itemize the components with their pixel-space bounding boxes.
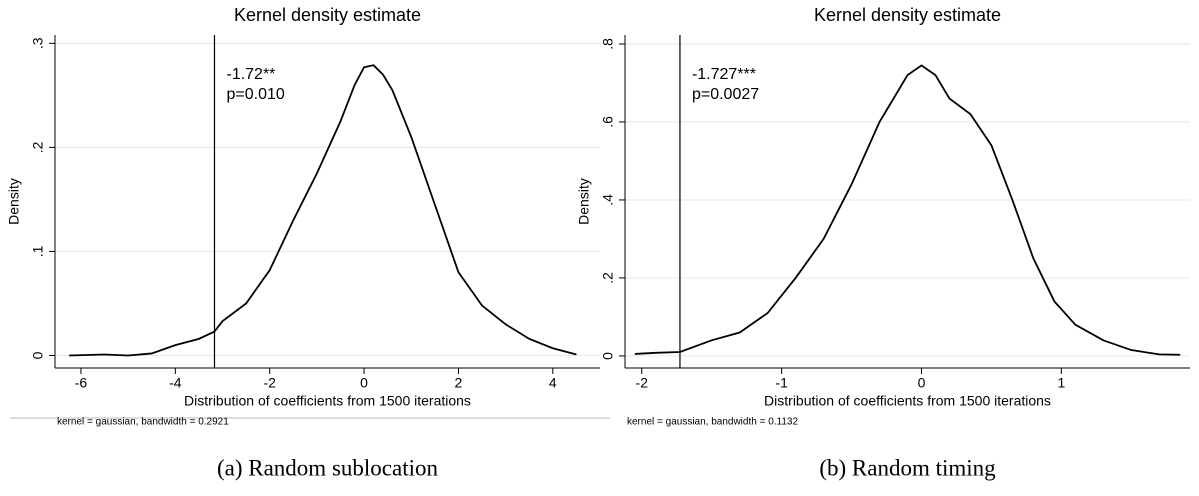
x-tick-label: 2 [455,375,463,391]
caption: (a) Random sublocation [217,455,439,480]
y-tick-label: .1 [30,245,46,257]
y-tick-label: .2 [30,141,46,153]
x-tick-label: 4 [549,375,557,391]
x-tick-label: 1 [1057,375,1065,391]
x-tick-label: -2 [636,375,649,391]
x-tick-label: -4 [169,375,182,391]
annotation: -1.72** [226,66,275,83]
annotation: -1.727*** [692,66,756,83]
y-axis-title: Density [6,178,22,225]
y-tick-label: .6 [600,116,616,128]
x-tick-label: -6 [75,375,88,391]
x-tick-label: 0 [918,375,926,391]
annotation: p=0.0027 [692,86,759,103]
y-tick-label: 0 [30,351,46,359]
y-tick-label: .8 [600,38,616,50]
x-axis-title: Distribution of coefficients from 1500 i… [184,393,471,409]
chart-title: Kernel density estimate [234,5,421,25]
y-tick-label: 0 [600,352,616,360]
x-tick-label: 0 [360,375,368,391]
note: kernel = gaussian, bandwidth = 0.2921 [57,417,229,428]
annotation: p=0.010 [226,86,284,103]
x-tick-label: -1 [775,375,788,391]
x-tick-label: -2 [263,375,276,391]
note: kernel = gaussian, bandwidth = 0.1132 [627,417,798,428]
caption: (b) Random timing [819,455,996,480]
y-tick-label: .4 [600,194,616,206]
y-tick-label: .3 [30,37,46,49]
density-line [69,64,577,357]
chart-title: Kernel density estimate [814,5,1001,25]
x-axis-title: Distribution of coefficients from 1500 i… [764,393,1051,409]
y-tick-label: .2 [600,272,616,284]
density-line [634,64,1181,356]
y-axis-title: Density [576,178,592,225]
